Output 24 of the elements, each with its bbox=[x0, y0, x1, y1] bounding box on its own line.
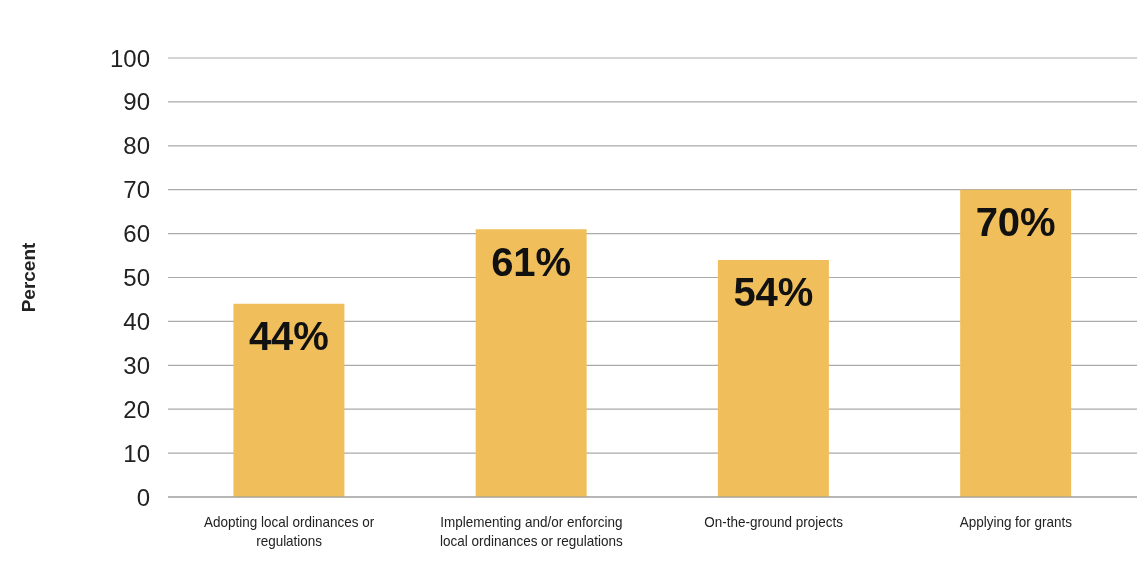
x-tick-label: Implementing and/or enforcing local ordinances or regulations bbox=[439, 513, 623, 550]
y-tick-label: 50 bbox=[123, 264, 150, 292]
y-tick-label: 90 bbox=[123, 88, 150, 116]
y-tick-label: 40 bbox=[123, 307, 150, 335]
x-tick-label: Adopting local ordinances or regulations bbox=[204, 513, 375, 550]
bar bbox=[233, 303, 345, 497]
y-tick-label: 70 bbox=[123, 176, 150, 204]
data-label: 54% bbox=[733, 270, 814, 315]
x-tick-label: On-the-ground projects bbox=[704, 513, 843, 531]
x-tick-label: Applying for grants bbox=[959, 513, 1073, 531]
bar bbox=[475, 229, 587, 497]
data-label: 70% bbox=[975, 200, 1056, 245]
y-tick-label: 20 bbox=[123, 395, 150, 423]
y-tick-label: 10 bbox=[123, 439, 150, 467]
y-tick-label: 100 bbox=[109, 44, 150, 72]
data-label: 61% bbox=[491, 239, 572, 284]
y-tick-label: 0 bbox=[136, 483, 150, 511]
y-tick-label: 60 bbox=[123, 220, 150, 248]
data-label: 44% bbox=[248, 314, 329, 359]
bar bbox=[960, 189, 1072, 497]
y-tick-label: 30 bbox=[123, 351, 150, 379]
bar bbox=[717, 259, 829, 497]
y-axis-title: Percent bbox=[17, 241, 39, 313]
y-tick-label: 80 bbox=[123, 132, 150, 160]
